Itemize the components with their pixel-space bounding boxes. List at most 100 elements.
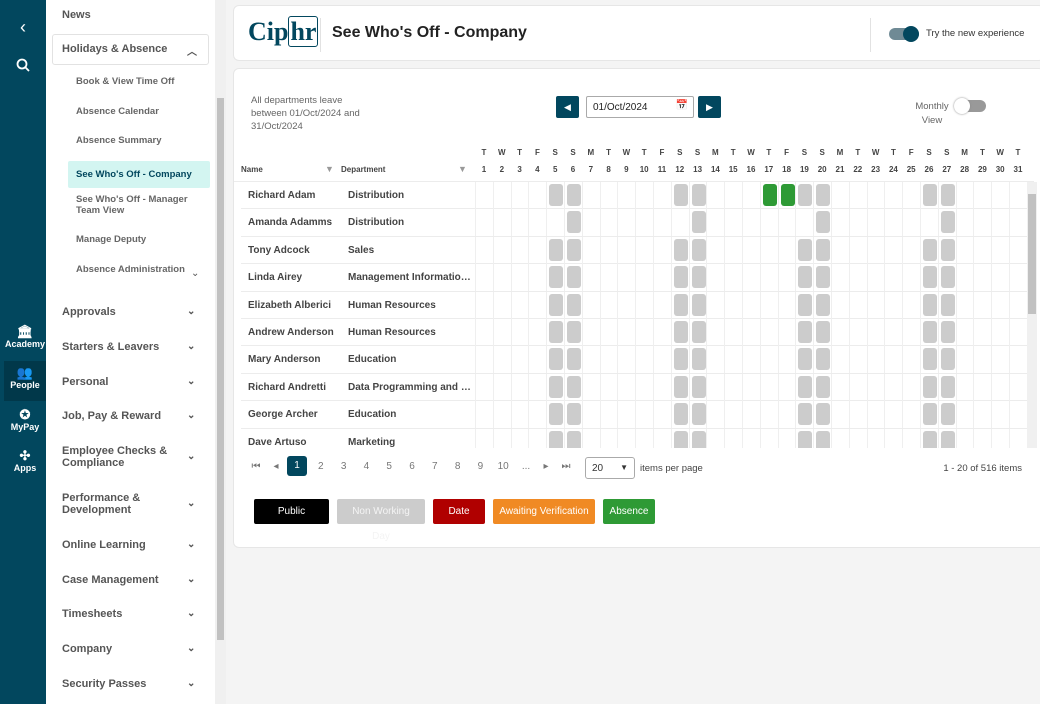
day-cell[interactable] xyxy=(902,428,920,448)
day-cell[interactable] xyxy=(546,182,564,209)
day-cell[interactable] xyxy=(510,428,529,448)
day-cell[interactable] xyxy=(973,291,991,319)
day-cell[interactable] xyxy=(492,264,511,292)
day-cell[interactable] xyxy=(492,209,511,237)
day-cell[interactable] xyxy=(955,373,974,401)
day-cell[interactable] xyxy=(670,428,689,448)
day-cell[interactable] xyxy=(706,264,724,292)
day-cell[interactable] xyxy=(1009,182,1027,209)
day-cell[interactable] xyxy=(492,182,511,209)
day-cell[interactable] xyxy=(724,346,742,374)
sidebar-subitem[interactable]: Book & View Time Off xyxy=(76,76,175,87)
collapse-icon[interactable]: ‹ xyxy=(20,17,26,37)
day-cell[interactable] xyxy=(564,319,582,346)
day-cell[interactable] xyxy=(955,182,974,209)
day-cell[interactable] xyxy=(653,373,671,401)
day-cell[interactable] xyxy=(795,209,813,237)
day-cell[interactable] xyxy=(759,209,778,237)
day-cell[interactable] xyxy=(848,236,867,264)
day-cell[interactable] xyxy=(920,291,938,319)
sidebar-item[interactable]: Case Management ⌄ xyxy=(62,574,195,586)
day-cell[interactable] xyxy=(653,428,671,448)
day-cell[interactable] xyxy=(813,264,831,292)
day-cell[interactable] xyxy=(742,236,760,264)
day-cell[interactable] xyxy=(581,373,600,401)
page-size-select[interactable]: 20 ▼ xyxy=(585,457,635,479)
day-cell[interactable] xyxy=(564,401,582,429)
day-cell[interactable] xyxy=(920,319,938,346)
day-cell[interactable] xyxy=(546,373,564,401)
day-cell[interactable] xyxy=(777,346,796,374)
sidebar-item[interactable]: Timesheets ⌄ xyxy=(62,608,195,620)
day-cell[interactable] xyxy=(777,236,796,264)
day-cell[interactable] xyxy=(492,346,511,374)
day-cell[interactable] xyxy=(510,319,529,346)
day-cell[interactable] xyxy=(635,236,653,264)
day-cell[interactable] xyxy=(973,264,991,292)
day-cell[interactable] xyxy=(902,209,920,237)
day-cell[interactable] xyxy=(688,319,707,346)
day-cell[interactable] xyxy=(759,373,778,401)
day-cell[interactable] xyxy=(1009,319,1027,346)
day-cell[interactable] xyxy=(742,401,760,429)
day-cell[interactable] xyxy=(831,209,849,237)
day-cell[interactable] xyxy=(937,401,956,429)
day-cell[interactable] xyxy=(1009,373,1027,401)
day-cell[interactable] xyxy=(653,182,671,209)
sidebar-subitem[interactable]: Absence Calendar xyxy=(76,106,159,117)
sidebar-item[interactable]: Approvals ⌄ xyxy=(62,306,195,318)
day-cell[interactable] xyxy=(937,319,956,346)
day-cell[interactable] xyxy=(475,264,493,292)
day-cell[interactable] xyxy=(991,236,1009,264)
day-cell[interactable] xyxy=(1009,236,1027,264)
page-button[interactable]: ... xyxy=(521,461,531,472)
day-cell[interactable] xyxy=(920,182,938,209)
day-cell[interactable] xyxy=(848,291,867,319)
sidebar-item[interactable]: Online Learning ⌄ xyxy=(62,539,195,551)
day-cell[interactable] xyxy=(884,264,902,292)
day-cell[interactable] xyxy=(617,373,635,401)
day-cell[interactable] xyxy=(759,346,778,374)
day-cell[interactable] xyxy=(831,346,849,374)
day-cell[interactable] xyxy=(884,319,902,346)
day-cell[interactable] xyxy=(848,319,867,346)
day-cell[interactable] xyxy=(528,319,546,346)
table-row[interactable]: Dave Artuso Marketing xyxy=(241,428,1027,448)
page-button[interactable]: 2 xyxy=(318,461,324,472)
day-cell[interactable] xyxy=(884,428,902,448)
sidebar-item[interactable]: Performance & Development ⌄ xyxy=(62,492,195,516)
day-cell[interactable] xyxy=(955,264,974,292)
day-cell[interactable] xyxy=(848,373,867,401)
date-input[interactable]: 01/Oct/2024 📅 xyxy=(586,96,694,118)
sidebar-item-holidays[interactable]: Holidays & Absence ︿ xyxy=(62,43,197,58)
day-cell[interactable] xyxy=(724,319,742,346)
day-cell[interactable] xyxy=(777,264,796,292)
monthly-view-toggle[interactable] xyxy=(954,98,986,114)
day-cell[interactable] xyxy=(920,236,938,264)
day-cell[interactable] xyxy=(599,346,618,374)
grid-scrollbar[interactable] xyxy=(1027,182,1037,448)
day-cell[interactable] xyxy=(991,182,1009,209)
day-cell[interactable] xyxy=(973,319,991,346)
day-cell[interactable] xyxy=(510,401,529,429)
day-cell[interactable] xyxy=(813,209,831,237)
day-cell[interactable] xyxy=(670,264,689,292)
day-cell[interactable] xyxy=(599,209,618,237)
day-cell[interactable] xyxy=(617,264,635,292)
day-cell[interactable] xyxy=(528,428,546,448)
day-cell[interactable] xyxy=(866,401,885,429)
day-cell[interactable] xyxy=(991,428,1009,448)
day-cell[interactable] xyxy=(902,182,920,209)
day-cell[interactable] xyxy=(973,346,991,374)
day-cell[interactable] xyxy=(635,264,653,292)
day-cell[interactable] xyxy=(884,236,902,264)
day-cell[interactable] xyxy=(546,346,564,374)
table-row[interactable]: Richard Adam Distribution xyxy=(241,182,1027,210)
day-cell[interactable] xyxy=(795,236,813,264)
day-cell[interactable] xyxy=(724,264,742,292)
day-cell[interactable] xyxy=(742,346,760,374)
day-cell[interactable] xyxy=(777,428,796,448)
day-cell[interactable] xyxy=(866,373,885,401)
day-cell[interactable] xyxy=(617,428,635,448)
day-cell[interactable] xyxy=(813,428,831,448)
